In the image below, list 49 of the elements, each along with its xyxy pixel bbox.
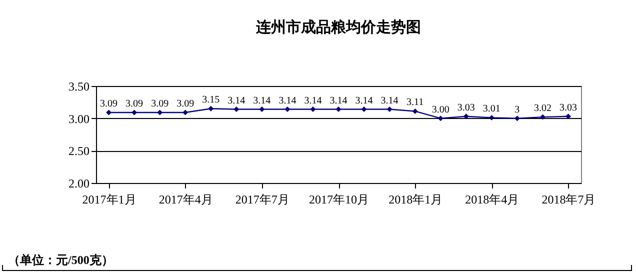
data-label: 3.09 [176,98,194,110]
data-label: 3.14 [253,95,271,106]
point [361,106,367,112]
point [234,106,240,112]
data-label: 3.03 [559,102,577,114]
data-label: 3.09 [151,98,169,110]
data-label: 3.11 [406,97,424,108]
data-label: 3.14 [228,95,246,106]
x-tick-label: 2017年4月 [158,192,213,206]
y-tick-label: 2.00 [68,176,90,190]
data-label: 3.15 [202,94,220,106]
data-label: 3.09 [100,98,118,110]
y-tick-label: 3.50 [68,80,90,94]
chart-title: 连州市成品粮均价走势图 [255,18,421,36]
x-tick-label: 2018年7月 [542,192,596,206]
x-tick-label: 2017年10月 [309,192,369,206]
y-tick-label: 3.00 [68,112,90,126]
point [106,110,112,116]
point [284,106,290,112]
text: （单位：元/500克） [8,252,114,269]
point [463,114,469,120]
data-label: 3 [514,104,520,116]
data-label: 3.00 [432,104,450,116]
point [336,106,342,112]
x-tick-label: 2018年4月 [465,192,520,206]
point [540,114,546,120]
point [488,114,494,120]
point [514,116,520,122]
data-label: 3.14 [304,95,322,106]
data-label: 3.14 [380,95,398,106]
data-label: 3.14 [330,95,348,106]
x-tick-label: 2018年1月 [388,192,443,206]
x-tick-label: 2017年1月 [82,192,136,206]
point [259,106,265,112]
point [566,114,571,120]
data-label: 3.03 [457,102,475,114]
point [208,106,214,112]
data-label: 3.09 [126,98,144,110]
y-tick-label: 2.50 [68,144,90,158]
point [412,108,418,114]
point [182,110,188,116]
point [438,116,444,122]
data-label: 3.01 [482,104,500,115]
point [386,106,392,112]
data-label: 3.02 [534,103,552,114]
point [310,106,316,112]
data-label: 3.14 [278,95,296,106]
x-tick-label: 2017年7月 [235,192,290,206]
data-label: 3.14 [355,95,373,106]
